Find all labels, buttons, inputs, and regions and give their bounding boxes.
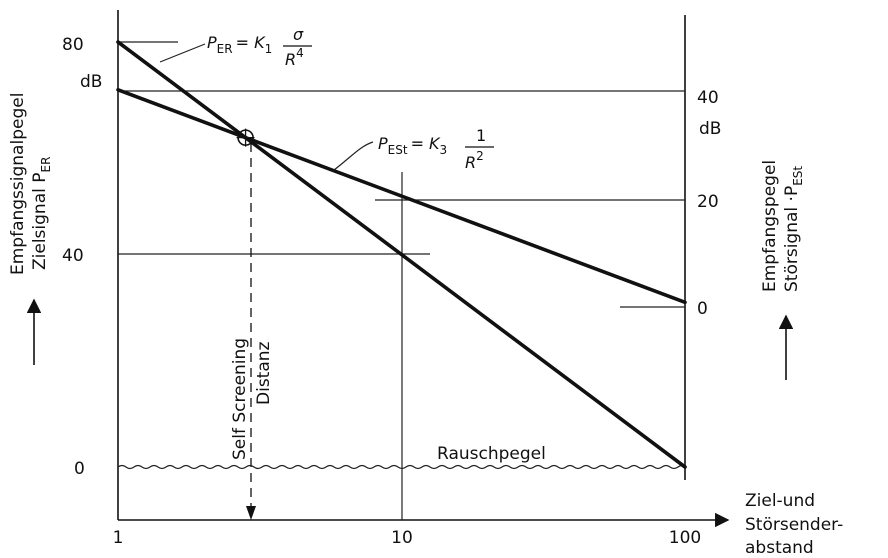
formula-est-leader [333,141,374,171]
svg-text:PER= K1: PER = K1 [207,33,272,56]
svg-text:σ: σ [293,25,304,44]
y-left-tick-80: 80 [62,35,84,55]
y-right-tick-40: 40 [697,88,719,108]
x-axis-label-3: abstand [745,538,814,558]
x-axis-label-1: Ziel-und [745,491,815,511]
y-right-unit: dB [699,119,721,139]
svg-text:R4: R4 [285,46,304,69]
y-right-label: Empfangspegel Störsignal ·PESt [760,160,805,380]
formula-er-leader [159,43,206,63]
svg-text:R2: R2 [465,149,484,172]
noise-level-line [117,464,687,470]
x-tick-1: 1 [113,528,124,548]
formula-p-er: PER = K1 σ R4 [207,25,312,69]
intersection-marker [236,128,255,147]
noise-level-label: Rauschpegel [437,444,546,464]
y-right-tick-20: 20 [697,192,719,212]
y-right-tick-0: 0 [697,299,708,319]
series-p-est-line [116,88,687,305]
x-axis-label-2: Störsender- [745,515,843,535]
self-screening-distanz-label: Distanz [254,341,274,405]
y-left-label: Empfangssignalpegel Zielsignal PER [8,93,53,365]
y-right-label-line1: Empfangspegel [760,160,780,292]
self-screening-label: Self Screening [230,338,250,460]
formula-p-est: PESt = K3 1 R2 [378,126,494,172]
svg-text:1: 1 [476,126,486,145]
y-right-label-line2: Störsignal ·PESt [782,166,805,292]
y-left-label-line1: Empfangssignalpegel [8,93,28,275]
self-screening-arrowhead [246,506,256,520]
x-tick-100: 100 [669,528,701,548]
x-tick-10: 10 [391,528,413,548]
series-p-er-line [116,40,687,469]
svg-text:PESt= K3: PESt = K3 [378,134,447,157]
y-left-tick-0: 0 [74,459,85,479]
y-left-label-line2: Zielsignal PER [30,157,53,270]
y-left-unit: dB [80,72,102,92]
y-left-tick-40: 40 [62,246,84,266]
